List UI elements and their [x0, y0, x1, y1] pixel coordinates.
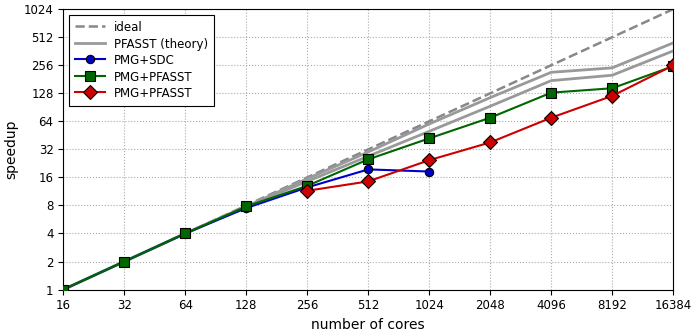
PMG+PFASST — [669, 64, 677, 68]
PMG+SDC — [303, 185, 311, 190]
ideal — [303, 175, 311, 179]
PMG+PFASST — [486, 116, 494, 120]
X-axis label: number of cores: number of cores — [311, 318, 425, 332]
PMG+PFASST — [425, 158, 434, 162]
Line: PFASST (theory): PFASST (theory) — [63, 51, 673, 290]
PMG+PFASST — [120, 259, 129, 263]
PFASST (theory) — [486, 104, 494, 108]
PFASST (theory) — [181, 232, 189, 236]
PMG+SDC — [425, 169, 434, 173]
PFASST (theory) — [59, 288, 68, 292]
PMG+PFASST — [669, 64, 677, 68]
PMG+PFASST — [242, 204, 251, 208]
Line: ideal: ideal — [63, 9, 673, 290]
Y-axis label: speedup: speedup — [4, 120, 18, 179]
PFASST (theory) — [608, 73, 617, 77]
PMG+SDC — [364, 167, 372, 171]
PMG+SDC — [181, 232, 189, 236]
PMG+PFASST — [547, 116, 555, 120]
PMG+PFASST — [547, 91, 555, 95]
PMG+SDC — [242, 206, 251, 210]
PMG+PFASST — [303, 189, 311, 193]
ideal — [608, 35, 617, 39]
ideal — [669, 7, 677, 11]
PMG+PFASST — [181, 232, 189, 236]
PFASST (theory) — [303, 179, 311, 183]
PMG+PFASST — [486, 140, 494, 144]
Line: PMG+PFASST: PMG+PFASST — [303, 60, 678, 196]
ideal — [59, 288, 68, 292]
Line: PMG+SDC: PMG+SDC — [59, 165, 434, 294]
PMG+PFASST — [59, 288, 68, 292]
ideal — [120, 259, 129, 263]
PMG+PFASST — [608, 94, 617, 98]
ideal — [364, 148, 372, 152]
PMG+PFASST — [364, 157, 372, 161]
PMG+PFASST — [303, 184, 311, 188]
ideal — [425, 119, 434, 123]
PMG+PFASST — [364, 179, 372, 183]
PMG+SDC — [59, 288, 68, 292]
ideal — [486, 91, 494, 95]
Legend: ideal, PFASST (theory), PMG+SDC, PMG+PFASST, PMG+PFASST: ideal, PFASST (theory), PMG+SDC, PMG+PFA… — [69, 15, 214, 106]
ideal — [181, 232, 189, 236]
PMG+PFASST — [608, 86, 617, 90]
ideal — [242, 203, 251, 207]
PFASST (theory) — [669, 49, 677, 53]
PFASST (theory) — [364, 154, 372, 158]
Line: PMG+PFASST: PMG+PFASST — [58, 61, 678, 294]
PFASST (theory) — [547, 79, 555, 83]
PMG+SDC — [120, 259, 129, 263]
PFASST (theory) — [425, 129, 434, 133]
PFASST (theory) — [120, 259, 129, 263]
PFASST (theory) — [242, 204, 251, 208]
PMG+PFASST — [425, 136, 434, 140]
ideal — [547, 63, 555, 67]
